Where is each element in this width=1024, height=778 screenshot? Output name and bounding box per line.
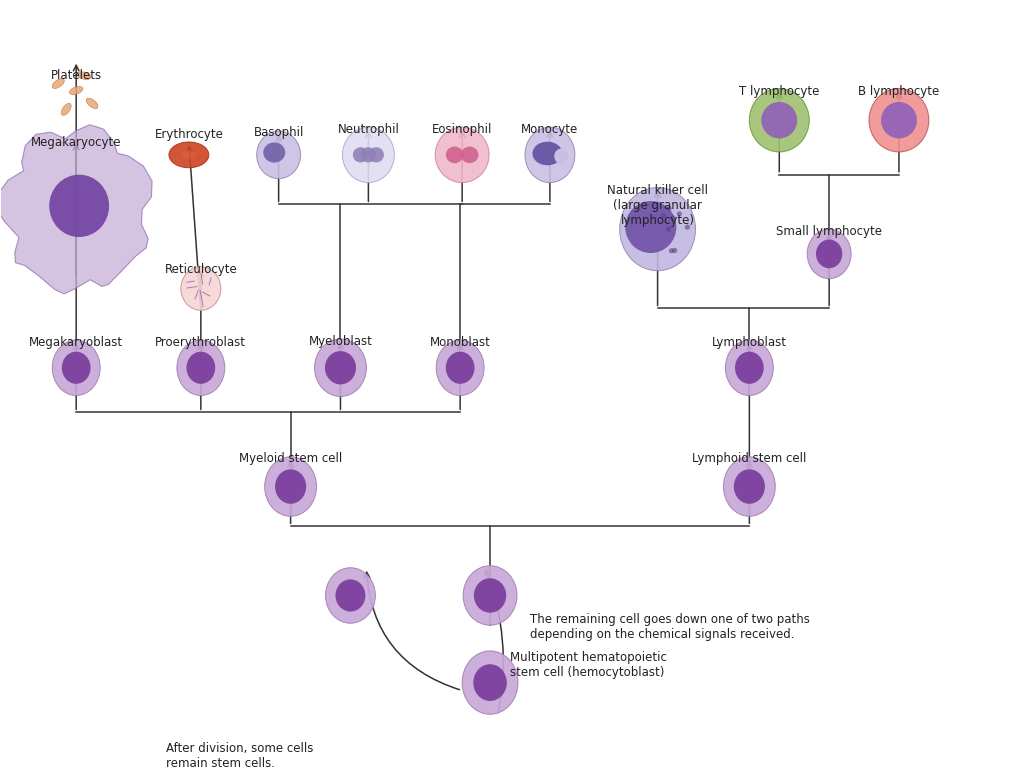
Polygon shape	[0, 124, 153, 294]
Ellipse shape	[314, 339, 367, 397]
Text: Erythrocyte: Erythrocyte	[155, 128, 223, 141]
Text: Proerythroblast: Proerythroblast	[156, 336, 247, 349]
Text: Small lymphocyte: Small lymphocyte	[776, 225, 882, 238]
Circle shape	[666, 226, 671, 232]
Circle shape	[660, 212, 666, 218]
Text: Monoblast: Monoblast	[430, 336, 490, 349]
Ellipse shape	[86, 98, 98, 109]
Ellipse shape	[353, 147, 369, 163]
Ellipse shape	[445, 146, 463, 163]
Ellipse shape	[181, 150, 197, 159]
Ellipse shape	[61, 103, 71, 115]
Ellipse shape	[725, 340, 773, 395]
Ellipse shape	[626, 201, 677, 253]
Text: T lymphocyte: T lymphocyte	[739, 85, 819, 97]
Text: Basophil: Basophil	[254, 126, 304, 139]
Ellipse shape	[49, 175, 110, 237]
Ellipse shape	[807, 229, 851, 279]
Ellipse shape	[462, 651, 518, 714]
Ellipse shape	[723, 457, 775, 517]
Ellipse shape	[461, 146, 478, 163]
Ellipse shape	[436, 340, 484, 395]
Circle shape	[671, 216, 676, 221]
Ellipse shape	[181, 267, 221, 310]
Text: Eosinophil: Eosinophil	[432, 123, 493, 136]
Text: After division, some cells
remain stem cells.: After division, some cells remain stem c…	[166, 742, 313, 770]
Ellipse shape	[463, 566, 517, 626]
Text: Multipotent hematopoietic
stem cell (hemocytoblast): Multipotent hematopoietic stem cell (hem…	[510, 651, 667, 679]
Text: Natural killer cell
(large granular
lymphocyte): Natural killer cell (large granular lymp…	[607, 184, 709, 226]
Text: Megakaryoblast: Megakaryoblast	[29, 336, 123, 349]
Ellipse shape	[263, 142, 286, 163]
Text: Reticulocyte: Reticulocyte	[165, 263, 238, 275]
Ellipse shape	[275, 469, 306, 504]
Ellipse shape	[369, 147, 384, 163]
Circle shape	[677, 212, 682, 216]
Ellipse shape	[70, 86, 83, 95]
Ellipse shape	[78, 72, 91, 79]
Ellipse shape	[532, 142, 562, 165]
Ellipse shape	[325, 351, 356, 384]
Ellipse shape	[52, 340, 100, 395]
Ellipse shape	[474, 578, 506, 613]
Ellipse shape	[264, 457, 316, 517]
Text: B lymphocyte: B lymphocyte	[858, 85, 940, 97]
Text: Platelets: Platelets	[50, 68, 101, 82]
Ellipse shape	[869, 89, 929, 152]
Text: Megakaryocyte: Megakaryocyte	[31, 136, 122, 149]
Ellipse shape	[169, 142, 209, 168]
Text: Lymphoblast: Lymphoblast	[712, 336, 786, 349]
Ellipse shape	[735, 352, 764, 384]
Ellipse shape	[435, 127, 489, 183]
Text: Neutrophil: Neutrophil	[338, 123, 399, 136]
Ellipse shape	[881, 102, 916, 138]
Ellipse shape	[52, 79, 65, 89]
Ellipse shape	[177, 340, 225, 395]
Ellipse shape	[360, 147, 376, 163]
Ellipse shape	[620, 187, 695, 271]
Circle shape	[667, 206, 672, 212]
Circle shape	[669, 248, 674, 254]
Ellipse shape	[342, 127, 394, 183]
Text: Monocyte: Monocyte	[521, 123, 579, 136]
Text: Lymphoid stem cell: Lymphoid stem cell	[692, 452, 807, 465]
Ellipse shape	[750, 89, 809, 152]
Ellipse shape	[257, 131, 301, 179]
Ellipse shape	[186, 352, 215, 384]
Ellipse shape	[326, 568, 376, 623]
Ellipse shape	[61, 352, 90, 384]
Text: The remaining cell goes down one of two paths
depending on the chemical signals : The remaining cell goes down one of two …	[530, 613, 810, 641]
Ellipse shape	[554, 149, 568, 164]
Ellipse shape	[734, 469, 765, 504]
Text: Myeloid stem cell: Myeloid stem cell	[239, 452, 342, 465]
Ellipse shape	[473, 664, 507, 701]
Circle shape	[685, 225, 690, 230]
Ellipse shape	[525, 127, 574, 183]
Ellipse shape	[445, 352, 474, 384]
Text: Myeloblast: Myeloblast	[308, 335, 373, 348]
Ellipse shape	[761, 102, 798, 138]
Ellipse shape	[816, 240, 843, 268]
Ellipse shape	[336, 580, 366, 612]
Circle shape	[672, 248, 677, 253]
